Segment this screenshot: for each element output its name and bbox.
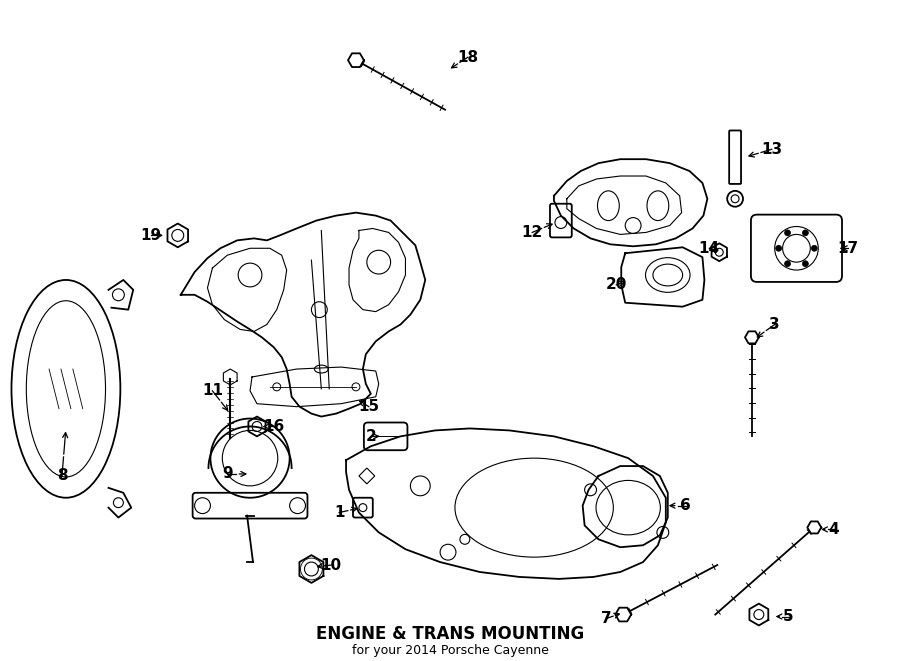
Text: 3: 3: [770, 317, 780, 332]
Circle shape: [803, 230, 808, 236]
Circle shape: [785, 230, 790, 236]
Text: 10: 10: [320, 557, 342, 572]
Text: 4: 4: [829, 522, 840, 537]
Text: 2: 2: [365, 429, 376, 444]
Text: 6: 6: [680, 498, 691, 513]
Text: 19: 19: [140, 228, 162, 243]
Text: 8: 8: [57, 469, 68, 483]
Text: 17: 17: [837, 241, 859, 256]
Text: 16: 16: [263, 419, 284, 434]
Circle shape: [811, 245, 817, 251]
Circle shape: [803, 260, 808, 266]
Text: 11: 11: [202, 383, 223, 399]
Text: 20: 20: [606, 278, 627, 292]
Circle shape: [776, 245, 781, 251]
Text: 13: 13: [761, 142, 782, 157]
Text: 14: 14: [698, 241, 720, 256]
Text: 12: 12: [521, 225, 543, 240]
Text: 18: 18: [457, 50, 479, 65]
Text: 7: 7: [601, 611, 612, 626]
Circle shape: [785, 260, 790, 266]
Text: 5: 5: [783, 609, 794, 624]
Text: 15: 15: [358, 399, 380, 414]
Text: ENGINE & TRANS MOUNTING: ENGINE & TRANS MOUNTING: [316, 625, 584, 643]
Text: 9: 9: [222, 467, 232, 481]
Text: for your 2014 Porsche Cayenne: for your 2014 Porsche Cayenne: [352, 644, 548, 656]
Text: 1: 1: [334, 505, 345, 520]
